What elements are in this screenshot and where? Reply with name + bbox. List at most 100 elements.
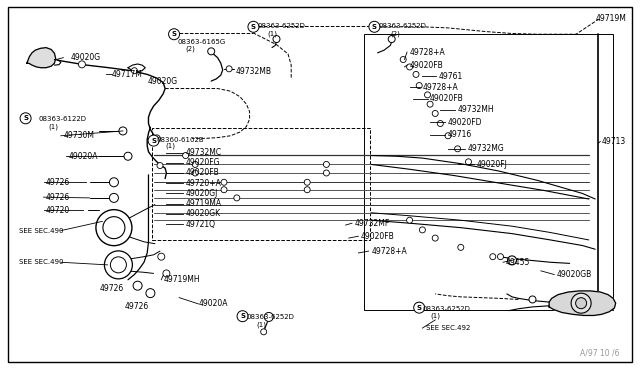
Text: 49728+A: 49728+A [422, 83, 458, 92]
Text: 49726: 49726 [46, 178, 70, 187]
Circle shape [273, 36, 280, 42]
Text: (2): (2) [186, 46, 195, 52]
Text: S: S [172, 31, 177, 37]
Circle shape [413, 71, 419, 77]
Circle shape [154, 135, 160, 142]
Circle shape [109, 193, 118, 202]
Circle shape [529, 296, 536, 303]
Circle shape [163, 270, 170, 277]
Bar [152, 128, 370, 240]
Circle shape [192, 170, 198, 176]
Text: 08363-6252D: 08363-6252D [257, 23, 305, 29]
Circle shape [454, 146, 461, 152]
Text: 49020GJ: 49020GJ [186, 189, 218, 198]
Text: 49020A: 49020A [198, 299, 228, 308]
Text: 08363-6122D: 08363-6122D [38, 116, 86, 122]
Circle shape [182, 153, 189, 158]
Bar [364, 34, 613, 310]
Text: S: S [417, 305, 422, 311]
Circle shape [192, 161, 198, 167]
Text: S: S [251, 24, 256, 30]
Text: 49728+A: 49728+A [410, 48, 445, 57]
Circle shape [104, 251, 132, 279]
Text: 49726: 49726 [99, 284, 124, 293]
Circle shape [221, 187, 227, 193]
Circle shape [432, 235, 438, 241]
Text: 49720+A: 49720+A [186, 179, 221, 187]
Circle shape [264, 312, 273, 321]
Circle shape [497, 254, 504, 260]
Text: 49716: 49716 [448, 130, 472, 139]
Polygon shape [549, 291, 616, 315]
Text: 49020FJ: 49020FJ [477, 160, 508, 169]
Text: 49719MA: 49719MA [186, 199, 221, 208]
Text: 49721Q: 49721Q [186, 220, 216, 229]
Text: 08360-6102B: 08360-6102B [157, 137, 204, 142]
Text: SEE SEC.490: SEE SEC.490 [19, 259, 64, 265]
Circle shape [413, 302, 425, 313]
Circle shape [419, 227, 426, 233]
Circle shape [260, 329, 267, 335]
Circle shape [323, 161, 330, 167]
Text: (1): (1) [256, 321, 266, 328]
Text: A/97 10 /6: A/97 10 /6 [580, 349, 620, 358]
Text: 49020FB: 49020FB [430, 94, 464, 103]
Text: (1): (1) [268, 30, 278, 37]
Text: 49020GK: 49020GK [186, 209, 221, 218]
Text: 49720: 49720 [46, 206, 70, 215]
Circle shape [304, 179, 310, 185]
Circle shape [458, 244, 464, 250]
Text: 49728+A: 49728+A [371, 247, 407, 256]
Text: S: S [240, 313, 245, 319]
Circle shape [110, 257, 127, 273]
Circle shape [323, 170, 330, 176]
Text: SEE SEC.490: SEE SEC.490 [19, 228, 64, 234]
Circle shape [571, 293, 591, 313]
Text: 49732MF: 49732MF [355, 219, 390, 228]
Text: 08363-6252D: 08363-6252D [246, 314, 294, 320]
Circle shape [237, 311, 248, 322]
Circle shape [168, 29, 180, 40]
Circle shape [146, 289, 155, 298]
Circle shape [415, 302, 424, 311]
Circle shape [221, 179, 227, 185]
Text: (1): (1) [165, 143, 175, 150]
Circle shape [133, 281, 142, 290]
Circle shape [304, 187, 310, 193]
Text: 49020GB: 49020GB [557, 270, 592, 279]
Text: 49719MH: 49719MH [164, 275, 200, 284]
Text: 49713: 49713 [602, 137, 626, 146]
Text: 49732MB: 49732MB [236, 67, 271, 76]
Text: 08363-6165G: 08363-6165G [178, 39, 226, 45]
Circle shape [148, 135, 159, 146]
Circle shape [157, 163, 163, 169]
Text: 08363-6252D: 08363-6252D [379, 23, 427, 29]
Text: 49020FD: 49020FD [448, 118, 483, 126]
Circle shape [158, 253, 164, 260]
Circle shape [109, 178, 118, 187]
Text: S: S [372, 24, 377, 30]
Text: 49732MH: 49732MH [458, 105, 494, 114]
Text: (2): (2) [390, 30, 400, 37]
Text: 49020FB: 49020FB [361, 232, 395, 241]
Text: 49020G: 49020G [70, 53, 100, 62]
Circle shape [388, 36, 395, 42]
Circle shape [103, 217, 125, 239]
Text: 49020FB: 49020FB [410, 61, 444, 70]
Circle shape [369, 21, 380, 32]
Circle shape [416, 83, 422, 89]
Text: 49732MG: 49732MG [467, 144, 504, 153]
Circle shape [465, 159, 472, 165]
Circle shape [131, 68, 138, 74]
Text: (1): (1) [48, 123, 58, 130]
Circle shape [96, 210, 132, 246]
Circle shape [400, 57, 406, 62]
Circle shape [208, 48, 214, 55]
Circle shape [490, 254, 496, 260]
Circle shape [234, 195, 240, 201]
Text: S: S [151, 138, 156, 144]
Text: (1): (1) [430, 313, 440, 320]
Text: 49761: 49761 [438, 72, 463, 81]
Circle shape [508, 256, 516, 265]
Circle shape [119, 127, 127, 135]
